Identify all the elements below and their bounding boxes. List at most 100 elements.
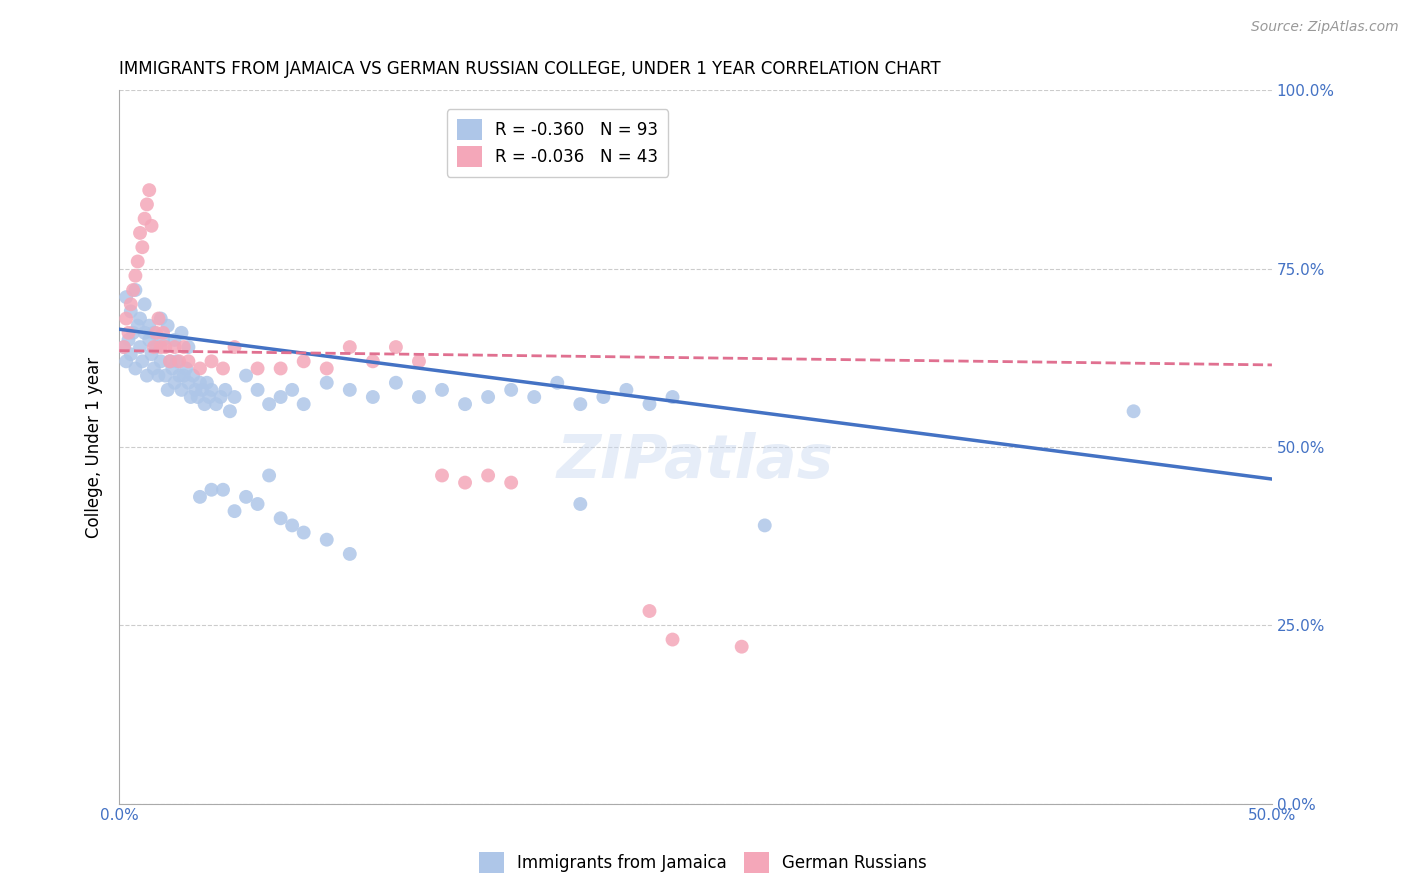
Point bbox=[315, 533, 337, 547]
Point bbox=[152, 333, 174, 347]
Point bbox=[454, 475, 477, 490]
Point bbox=[163, 340, 186, 354]
Point bbox=[155, 368, 177, 383]
Point bbox=[152, 326, 174, 340]
Point bbox=[131, 240, 153, 254]
Text: Source: ZipAtlas.com: Source: ZipAtlas.com bbox=[1251, 20, 1399, 34]
Point bbox=[198, 390, 221, 404]
Point bbox=[180, 390, 202, 404]
Point bbox=[270, 361, 292, 376]
Point bbox=[145, 340, 167, 354]
Point bbox=[195, 376, 218, 390]
Point bbox=[115, 290, 138, 304]
Point bbox=[408, 354, 430, 368]
Point bbox=[523, 390, 546, 404]
Point bbox=[477, 390, 499, 404]
Point bbox=[281, 518, 304, 533]
Point bbox=[156, 318, 179, 333]
Point bbox=[292, 354, 315, 368]
Point bbox=[188, 376, 211, 390]
Point bbox=[212, 361, 235, 376]
Point bbox=[159, 354, 181, 368]
Point bbox=[430, 468, 453, 483]
Y-axis label: College, Under 1 year: College, Under 1 year bbox=[86, 357, 103, 538]
Point bbox=[224, 390, 246, 404]
Point bbox=[129, 226, 152, 240]
Text: IMMIGRANTS FROM JAMAICA VS GERMAN RUSSIAN COLLEGE, UNDER 1 YEAR CORRELATION CHAR: IMMIGRANTS FROM JAMAICA VS GERMAN RUSSIA… bbox=[120, 60, 941, 78]
Point bbox=[159, 354, 181, 368]
Point bbox=[193, 397, 215, 411]
Point bbox=[177, 340, 200, 354]
Point bbox=[315, 361, 337, 376]
Point bbox=[134, 211, 156, 226]
Point bbox=[246, 383, 269, 397]
Point bbox=[138, 318, 160, 333]
Point bbox=[167, 368, 190, 383]
Point bbox=[148, 368, 170, 383]
Point bbox=[136, 368, 159, 383]
Point bbox=[385, 340, 408, 354]
Point bbox=[174, 361, 197, 376]
Point bbox=[569, 397, 592, 411]
Point bbox=[569, 497, 592, 511]
Point bbox=[661, 390, 683, 404]
Point bbox=[112, 340, 135, 354]
Point bbox=[124, 268, 146, 283]
Point bbox=[156, 383, 179, 397]
Point bbox=[129, 311, 152, 326]
Point bbox=[170, 383, 193, 397]
Point bbox=[112, 340, 135, 354]
Point bbox=[117, 333, 139, 347]
Point bbox=[592, 390, 614, 404]
Point bbox=[184, 383, 207, 397]
Point bbox=[191, 383, 214, 397]
Point bbox=[219, 404, 242, 418]
Point bbox=[173, 368, 195, 383]
Point bbox=[339, 547, 361, 561]
Point bbox=[235, 368, 257, 383]
Point bbox=[616, 383, 638, 397]
Point bbox=[120, 304, 142, 318]
Point bbox=[134, 326, 156, 340]
Point bbox=[270, 511, 292, 525]
Text: ZIPatlas: ZIPatlas bbox=[557, 432, 834, 491]
Point bbox=[205, 397, 228, 411]
Point bbox=[117, 326, 139, 340]
Point bbox=[142, 326, 165, 340]
Point bbox=[177, 376, 200, 390]
Point bbox=[141, 219, 163, 233]
Point bbox=[661, 632, 683, 647]
Point bbox=[477, 468, 499, 483]
Legend: Immigrants from Jamaica, German Russians: Immigrants from Jamaica, German Russians bbox=[472, 846, 934, 880]
Point bbox=[292, 397, 315, 411]
Point bbox=[188, 490, 211, 504]
Point bbox=[145, 326, 167, 340]
Point bbox=[170, 326, 193, 340]
Point bbox=[235, 490, 257, 504]
Point bbox=[385, 376, 408, 390]
Point bbox=[246, 497, 269, 511]
Point bbox=[257, 397, 280, 411]
Point bbox=[149, 311, 172, 326]
Point bbox=[315, 376, 337, 390]
Point bbox=[138, 333, 160, 347]
Point bbox=[212, 483, 235, 497]
Point bbox=[187, 390, 209, 404]
Point bbox=[454, 397, 477, 411]
Point bbox=[162, 361, 184, 376]
Point bbox=[224, 504, 246, 518]
Legend: R = -0.360   N = 93, R = -0.036   N = 43: R = -0.360 N = 93, R = -0.036 N = 43 bbox=[447, 110, 668, 177]
Point bbox=[224, 340, 246, 354]
Point bbox=[163, 333, 186, 347]
Point bbox=[155, 340, 177, 354]
Point bbox=[214, 383, 236, 397]
Point bbox=[177, 354, 200, 368]
Point bbox=[1122, 404, 1144, 418]
Point bbox=[200, 483, 222, 497]
Point bbox=[115, 311, 138, 326]
Point bbox=[163, 376, 186, 390]
Point bbox=[638, 397, 661, 411]
Point bbox=[731, 640, 754, 654]
Point bbox=[361, 354, 384, 368]
Point bbox=[339, 340, 361, 354]
